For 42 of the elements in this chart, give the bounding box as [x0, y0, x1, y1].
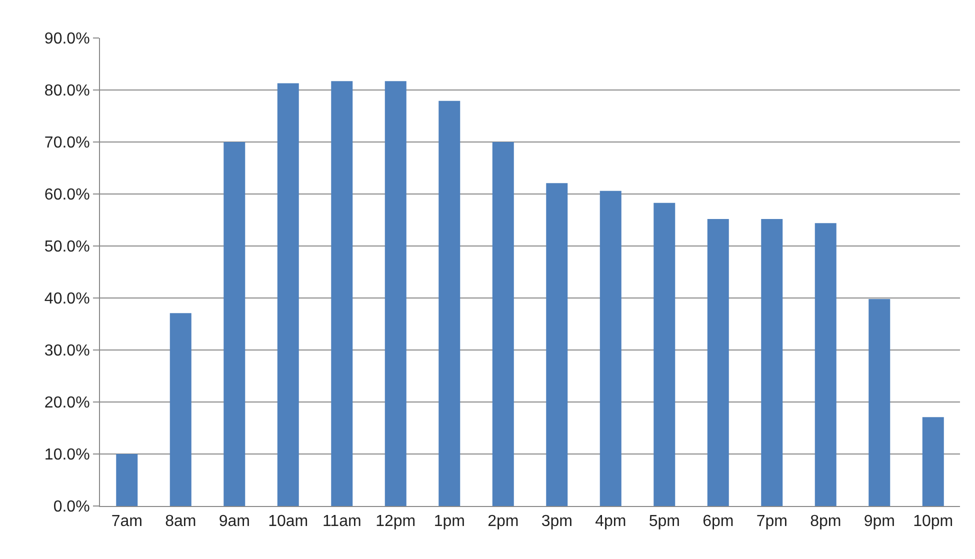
- x-tick-label: 4pm: [595, 513, 626, 530]
- x-tick-label: 12pm: [376, 513, 416, 530]
- x-tick-label: 9am: [218, 513, 250, 530]
- bar: [814, 223, 836, 506]
- bar: [384, 81, 406, 506]
- bar: [868, 299, 890, 506]
- bar: [600, 190, 622, 506]
- x-tick-label: 8am: [165, 513, 196, 530]
- x-tick-label: 5pm: [648, 513, 680, 530]
- y-tick-label: 90.0%: [44, 30, 90, 48]
- x-tick-label: 1pm: [434, 513, 465, 530]
- y-tick-label: 60.0%: [44, 186, 90, 204]
- y-tick-label: 20.0%: [44, 394, 90, 412]
- y-tick-label: 70.0%: [44, 134, 90, 152]
- bar: [438, 100, 460, 506]
- bar: [654, 202, 676, 506]
- y-tick-label: 50.0%: [44, 238, 90, 256]
- x-tick-label: 10pm: [913, 513, 954, 530]
- bar: [331, 81, 353, 506]
- x-tick-label: 2pm: [488, 513, 519, 530]
- x-tick-label: 6pm: [702, 513, 734, 530]
- bar: [492, 142, 514, 506]
- x-tick-label: 9pm: [864, 513, 895, 530]
- bar: [277, 83, 299, 506]
- x-tick-label: 10am: [268, 513, 308, 530]
- y-tick-label: 80.0%: [44, 82, 90, 100]
- bar: [922, 417, 944, 506]
- y-tick-label: 40.0%: [44, 290, 90, 308]
- y-tick-label: 10.0%: [44, 446, 90, 464]
- y-tick-label: 30.0%: [44, 342, 90, 360]
- x-tick-label: 3pm: [541, 513, 572, 530]
- y-tick-label: 0.0%: [53, 498, 90, 516]
- bar: [116, 454, 138, 506]
- bar: [546, 183, 568, 506]
- x-tick-label: 11am: [322, 513, 362, 530]
- bar: [224, 142, 246, 506]
- bar: [761, 218, 783, 506]
- bar: [707, 218, 729, 506]
- x-tick-label: 7pm: [756, 513, 788, 530]
- x-tick-label: 7am: [111, 513, 142, 530]
- bar: [170, 313, 192, 506]
- x-tick-label: 8pm: [810, 513, 842, 530]
